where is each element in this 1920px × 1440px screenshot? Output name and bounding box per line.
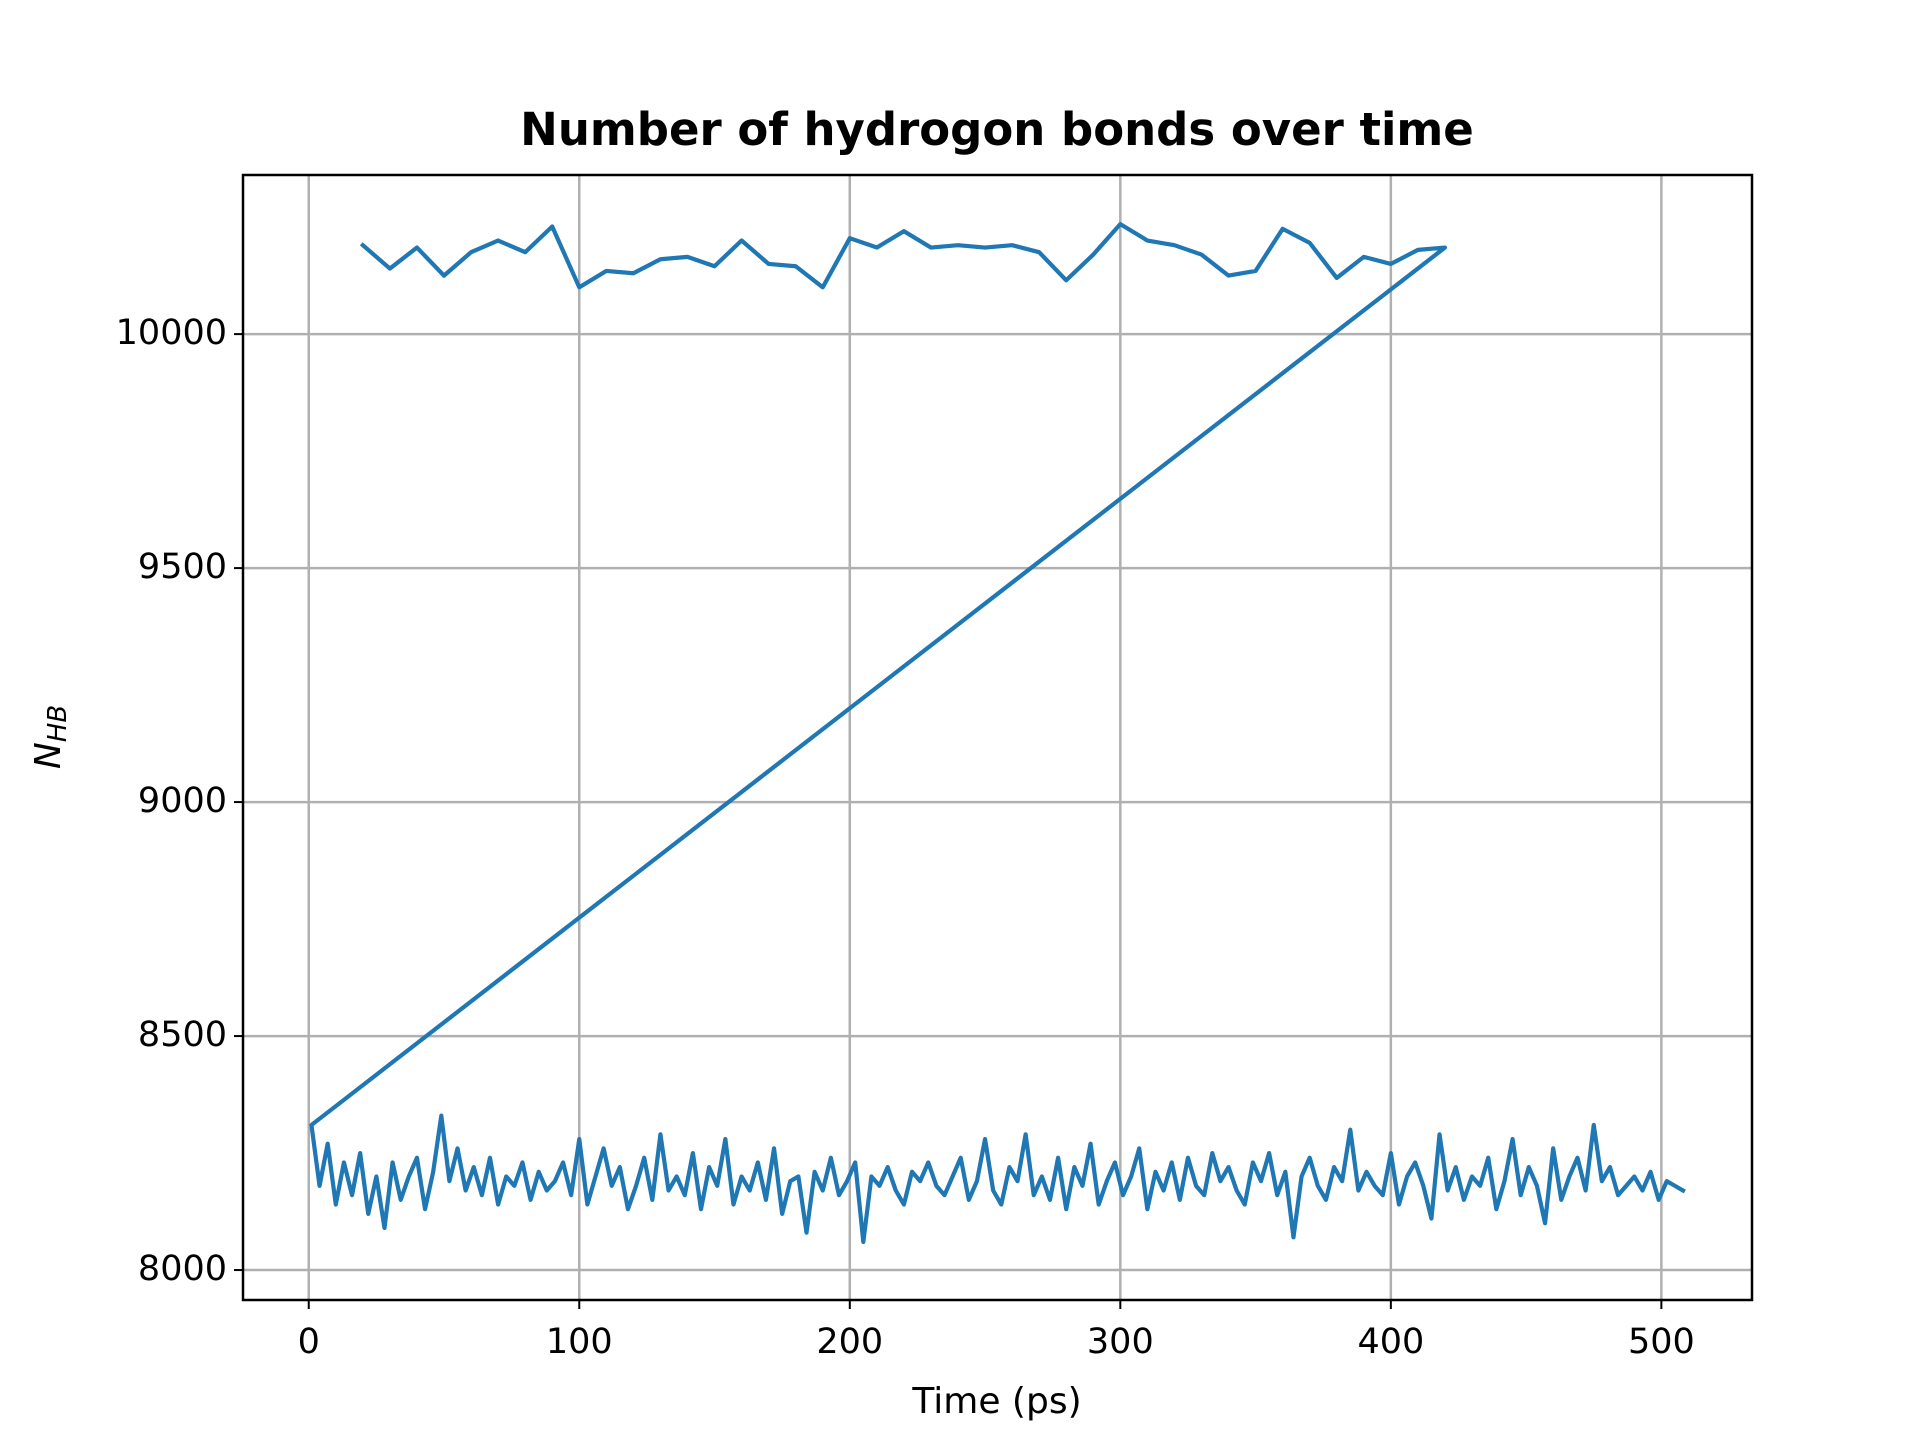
y-axis-label-subscript: HB [43,705,73,742]
plot-frame [241,173,1754,1302]
y-tick-label: 9500 [138,547,227,587]
y-tick-label: 8500 [138,1015,227,1055]
y-tick-label: 10000 [116,313,227,353]
y-axis-label: NHB [28,705,73,769]
x-tick-label: 500 [1628,1322,1695,1362]
x-tick-label: 400 [1357,1322,1424,1362]
x-tick-label: 200 [816,1322,883,1362]
y-tick-label: 8000 [138,1249,227,1289]
x-tick-label: 100 [546,1322,613,1362]
data-line [309,222,1686,1245]
x-tick-label: 300 [1087,1322,1154,1362]
x-tick-label: 0 [298,1322,320,1362]
x-axis-label: Time (ps) [911,1381,1081,1422]
y-tick-label: 9000 [138,781,227,821]
chart-title: Number of hydrogon bonds over time [520,103,1474,156]
y-axis-label-main: N [28,742,69,769]
